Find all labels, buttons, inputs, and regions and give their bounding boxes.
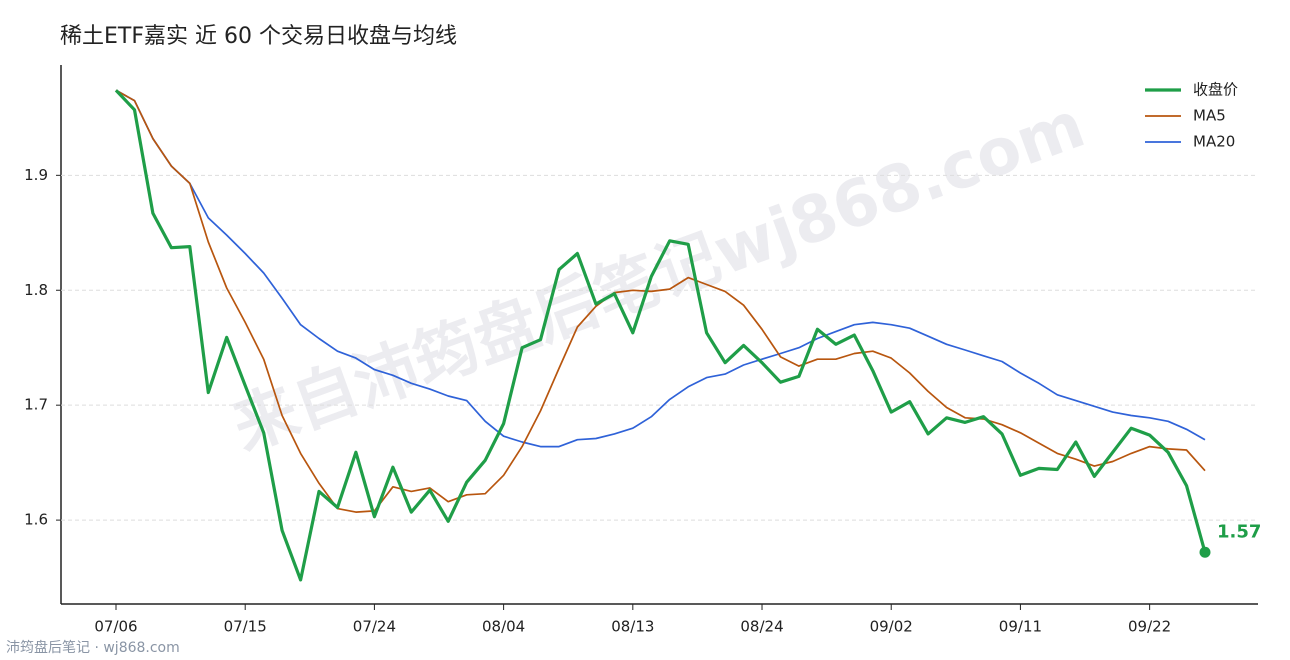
- x-tick-label: 08/13: [611, 618, 654, 636]
- series-line: [115, 89, 1206, 448]
- y-tick-label: 1.7: [24, 396, 48, 414]
- x-tick-label: 07/24: [353, 618, 396, 636]
- x-tick-label: 07/15: [224, 618, 267, 636]
- series-line: [115, 89, 1206, 513]
- legend-label: 收盘价: [1193, 81, 1238, 99]
- legend-label: MA20: [1193, 133, 1235, 151]
- series-line: [114, 89, 1207, 582]
- x-tick-label: 09/02: [870, 618, 913, 636]
- legend-label: MA5: [1193, 107, 1226, 125]
- last-value-label: 1.57: [1217, 521, 1261, 542]
- x-tick-label: 08/24: [740, 618, 783, 636]
- last-point: [1199, 546, 1211, 558]
- x-tick-label: 08/04: [482, 618, 525, 636]
- x-tick-label: 07/06: [94, 618, 137, 636]
- x-tick-label: 09/22: [1128, 618, 1171, 636]
- y-tick-label: 1.6: [24, 511, 48, 529]
- chart-title: 稀土ETF嘉实 近 60 个交易日收盘与均线: [60, 24, 457, 49]
- footer: 沛筠盘后笔记 · wj868.com: [6, 639, 180, 656]
- y-tick-label: 1.9: [24, 166, 48, 184]
- x-tick-label: 09/11: [999, 618, 1042, 636]
- y-tick-label: 1.8: [24, 281, 48, 299]
